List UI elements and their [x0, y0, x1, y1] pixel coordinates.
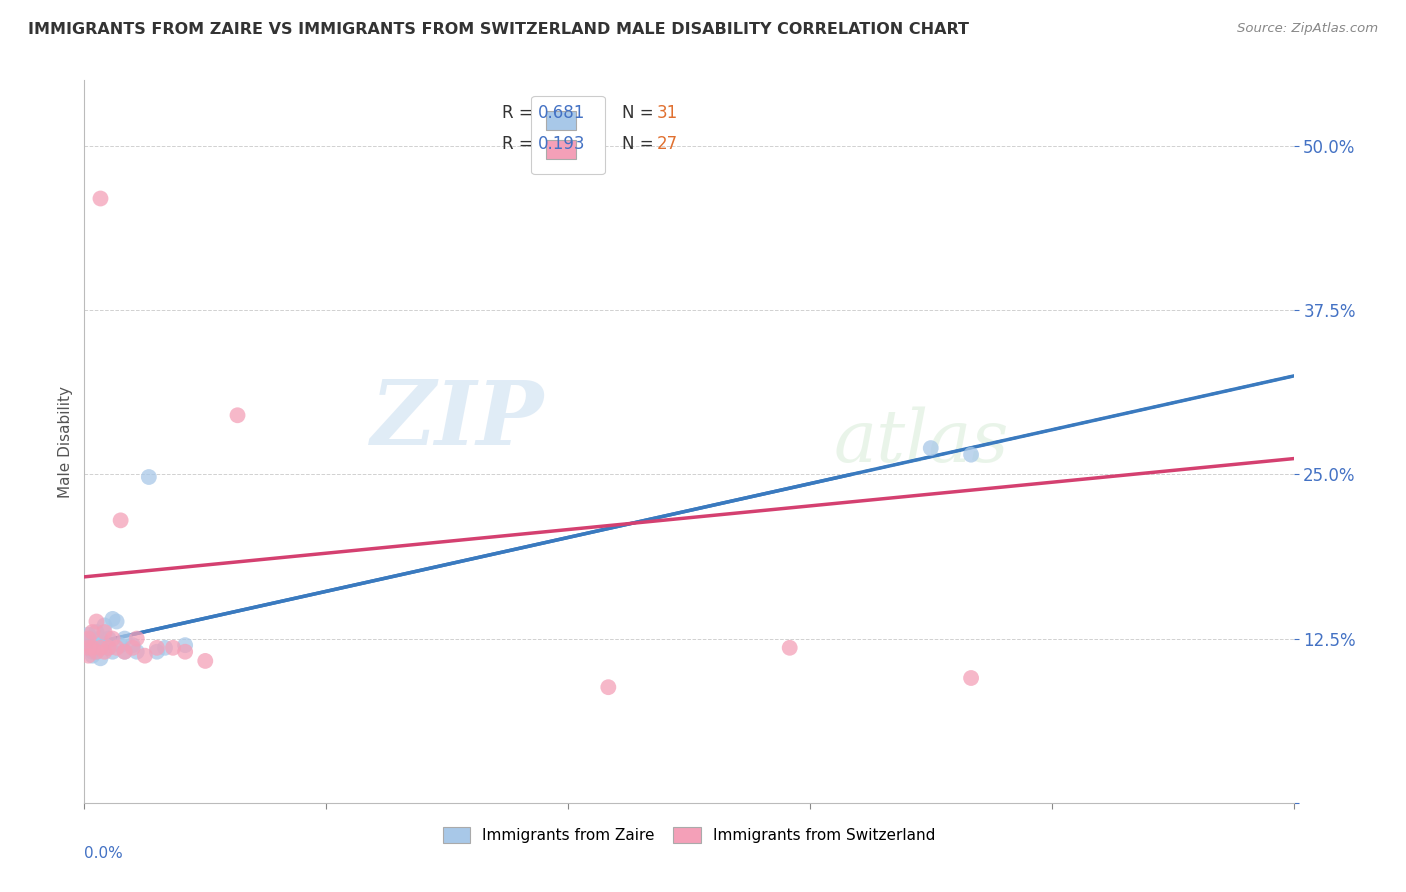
- Text: 0.0%: 0.0%: [84, 847, 124, 861]
- Point: [97, 632, 120, 646]
- Point: [86, 625, 108, 640]
- Point: [121, 638, 143, 652]
- Point: [89, 640, 111, 655]
- Point: [105, 615, 128, 629]
- Point: [93, 618, 115, 632]
- Text: 27: 27: [657, 135, 678, 153]
- Point: [82, 648, 104, 663]
- Point: [153, 640, 176, 655]
- Text: 0.681: 0.681: [538, 103, 585, 122]
- Point: [86, 615, 108, 629]
- Text: 0.193: 0.193: [538, 135, 585, 153]
- Point: [125, 645, 148, 659]
- Point: [89, 651, 111, 665]
- Point: [146, 645, 169, 659]
- Point: [779, 640, 801, 655]
- Point: [114, 645, 136, 659]
- Legend: Immigrants from Zaire, Immigrants from Switzerland: Immigrants from Zaire, Immigrants from S…: [436, 822, 942, 849]
- Point: [82, 632, 104, 646]
- Point: [97, 640, 120, 655]
- Point: [93, 645, 115, 659]
- Point: [146, 640, 169, 655]
- Point: [86, 640, 108, 655]
- Text: N =: N =: [623, 135, 659, 153]
- Point: [82, 638, 104, 652]
- Point: [86, 645, 108, 659]
- Text: N =: N =: [623, 103, 659, 122]
- Point: [226, 409, 249, 423]
- Point: [93, 625, 115, 640]
- Point: [77, 640, 100, 655]
- Text: R =: R =: [502, 135, 537, 153]
- Text: Source: ZipAtlas.com: Source: ZipAtlas.com: [1237, 22, 1378, 36]
- Point: [82, 625, 104, 640]
- Point: [77, 635, 100, 649]
- Point: [598, 680, 620, 694]
- Point: [77, 648, 100, 663]
- Point: [920, 441, 942, 455]
- Point: [101, 645, 124, 659]
- Point: [174, 638, 197, 652]
- Point: [77, 640, 100, 655]
- Point: [89, 640, 111, 655]
- Point: [110, 638, 132, 652]
- Text: 31: 31: [657, 103, 678, 122]
- Point: [174, 645, 197, 659]
- Point: [125, 632, 148, 646]
- Point: [97, 640, 120, 655]
- Point: [960, 448, 983, 462]
- Point: [101, 612, 124, 626]
- Text: R =: R =: [502, 103, 537, 122]
- Point: [77, 627, 100, 641]
- Point: [138, 470, 160, 484]
- Point: [105, 640, 128, 655]
- Y-axis label: Male Disability: Male Disability: [58, 385, 73, 498]
- Point: [960, 671, 983, 685]
- Point: [82, 640, 104, 655]
- Point: [77, 632, 100, 646]
- Point: [114, 645, 136, 659]
- Text: atlas: atlas: [834, 406, 1010, 477]
- Point: [93, 638, 115, 652]
- Point: [89, 192, 111, 206]
- Text: IMMIGRANTS FROM ZAIRE VS IMMIGRANTS FROM SWITZERLAND MALE DISABILITY CORRELATION: IMMIGRANTS FROM ZAIRE VS IMMIGRANTS FROM…: [28, 22, 969, 37]
- Point: [194, 654, 217, 668]
- Point: [121, 640, 143, 655]
- Point: [86, 645, 108, 659]
- Point: [110, 513, 132, 527]
- Point: [114, 632, 136, 646]
- Point: [101, 632, 124, 646]
- Text: ZIP: ZIP: [370, 376, 544, 463]
- Point: [134, 648, 156, 663]
- Point: [162, 640, 184, 655]
- Point: [89, 632, 111, 646]
- Point: [82, 645, 104, 659]
